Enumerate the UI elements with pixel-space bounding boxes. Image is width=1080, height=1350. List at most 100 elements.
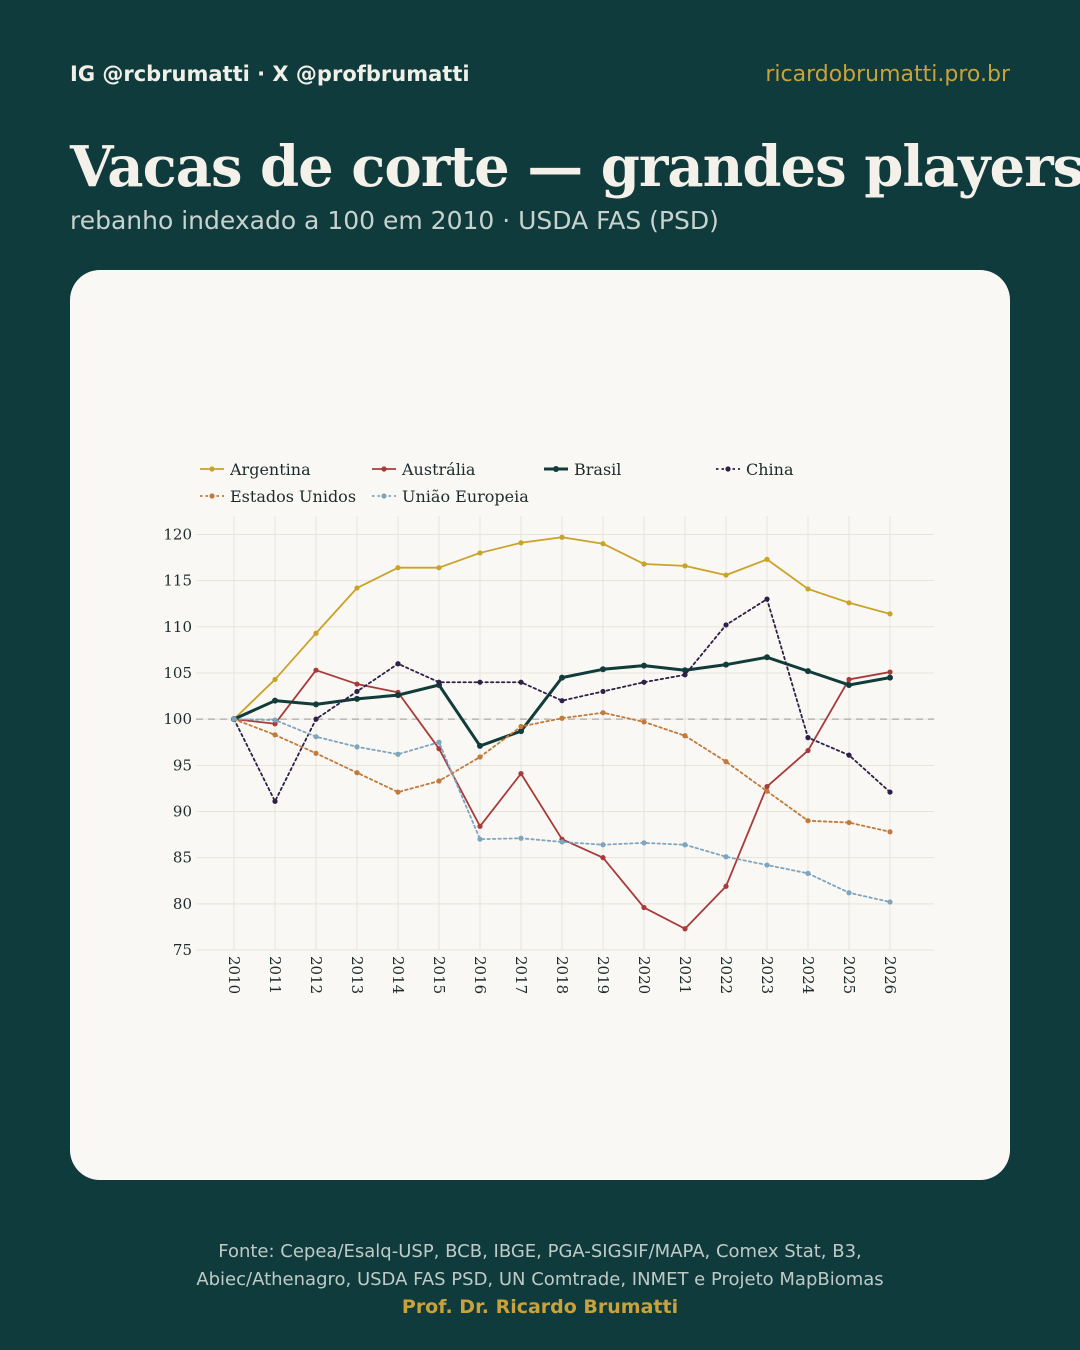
data-point (641, 719, 647, 725)
data-point (682, 563, 688, 569)
data-point (764, 862, 770, 868)
data-point (887, 789, 893, 795)
data-point (354, 688, 360, 695)
data-point (518, 771, 524, 777)
data-point (313, 734, 319, 740)
x-tick-label: 2018 (553, 956, 571, 994)
data-point (395, 751, 401, 757)
data-point (682, 842, 688, 848)
social-handles: IG @rcbrumatti · X @profbrumatti (70, 62, 470, 86)
data-point (641, 904, 647, 911)
x-tick-label: 2011 (266, 956, 284, 994)
data-point (313, 630, 319, 636)
data-point (764, 783, 770, 790)
data-point (518, 728, 524, 735)
page-title: Vacas de corte — grandes players (70, 134, 1080, 200)
data-point (518, 540, 524, 546)
source-note: Fonte: Cepea/Esalq-USP, BCB, IBGE, PGA-S… (0, 1238, 1080, 1294)
data-point (354, 744, 360, 750)
data-point (436, 778, 442, 784)
y-tick-label: 110 (163, 618, 192, 636)
data-point (805, 870, 811, 876)
data-point (436, 565, 442, 571)
x-tick-label: 2016 (471, 956, 489, 994)
line-chart: 75 80 85 90 95 100 105 110 115 120 2010 2011 2012 201… (163, 460, 934, 994)
data-point (477, 823, 483, 829)
y-tick-label: 100 (163, 710, 192, 728)
legend-label: Argentina (229, 460, 311, 479)
legend-label: Brasil (574, 460, 621, 479)
data-point (272, 798, 278, 804)
legend-marker (381, 466, 387, 472)
data-point (272, 721, 278, 727)
data-point (477, 836, 483, 842)
data-point (600, 541, 606, 547)
data-point (764, 596, 770, 602)
data-point (600, 688, 606, 695)
x-tick-label: 2010 (225, 956, 243, 994)
data-point (846, 676, 852, 683)
data-point (641, 561, 647, 567)
data-point (641, 679, 647, 685)
x-tick-label: 2013 (348, 956, 366, 994)
legend-label: Estados Unidos (230, 487, 356, 506)
data-point (313, 667, 319, 673)
x-tick-label: 2014 (389, 956, 407, 994)
data-point (846, 752, 852, 758)
data-point (313, 750, 319, 756)
data-point (231, 716, 237, 722)
data-point (805, 668, 811, 675)
x-tick-label: 2023 (758, 956, 776, 994)
x-tick-label: 2026 (881, 956, 899, 994)
data-point (600, 842, 606, 848)
data-point (272, 732, 278, 738)
data-point (559, 698, 565, 704)
legend-marker (209, 493, 215, 499)
legend-marker (381, 493, 387, 499)
legend-label: China (746, 460, 794, 479)
data-point (805, 818, 811, 824)
y-tick-label: 85 (173, 849, 192, 867)
source-line-2: Abiec/Athenagro, USDA FAS PSD, UN Comtra… (196, 1269, 884, 1290)
x-tick-label: 2017 (512, 956, 530, 994)
series-line-china (233, 598, 891, 803)
author-credit: Prof. Dr. Ricardo Brumatti (401, 1296, 679, 1318)
legend-marker (725, 466, 731, 472)
data-point (764, 556, 770, 562)
data-point (764, 788, 770, 794)
data-point (477, 550, 483, 556)
data-point (313, 716, 319, 722)
data-point (887, 899, 893, 905)
website-link[interactable]: ricardobrumatti.pro.br (765, 62, 1010, 87)
data-point (436, 739, 442, 745)
data-point (518, 835, 524, 841)
chart-card: 75 80 85 90 95 100 105 110 115 120 2010 2011 2012 201… (70, 270, 1010, 1180)
legend-label: Austrália (401, 460, 476, 479)
y-tick-label: 115 (163, 572, 192, 590)
data-point (723, 572, 729, 578)
y-tick-label: 120 (163, 525, 192, 543)
data-point (518, 679, 524, 685)
y-tick-label: 105 (163, 664, 192, 682)
data-point (682, 926, 688, 932)
data-point (600, 710, 606, 716)
data-point (723, 883, 729, 889)
data-point (477, 754, 483, 760)
y-tick-label: 80 (173, 895, 192, 913)
data-point (354, 681, 360, 687)
data-point (723, 759, 729, 765)
data-point (805, 586, 811, 592)
data-point (641, 662, 647, 669)
x-tick-label: 2021 (676, 956, 694, 994)
data-point (477, 742, 483, 749)
data-point (682, 672, 688, 678)
data-point (805, 747, 811, 754)
data-point (272, 717, 278, 723)
x-tick-label: 2020 (635, 956, 653, 994)
data-point (559, 534, 565, 540)
data-point (354, 770, 360, 776)
source-line-1: Fonte: Cepea/Esalq-USP, BCB, IBGE, PGA-S… (218, 1241, 862, 1262)
legend-marker (553, 466, 559, 472)
data-point (559, 839, 565, 845)
y-tick-label: 75 (173, 941, 192, 959)
